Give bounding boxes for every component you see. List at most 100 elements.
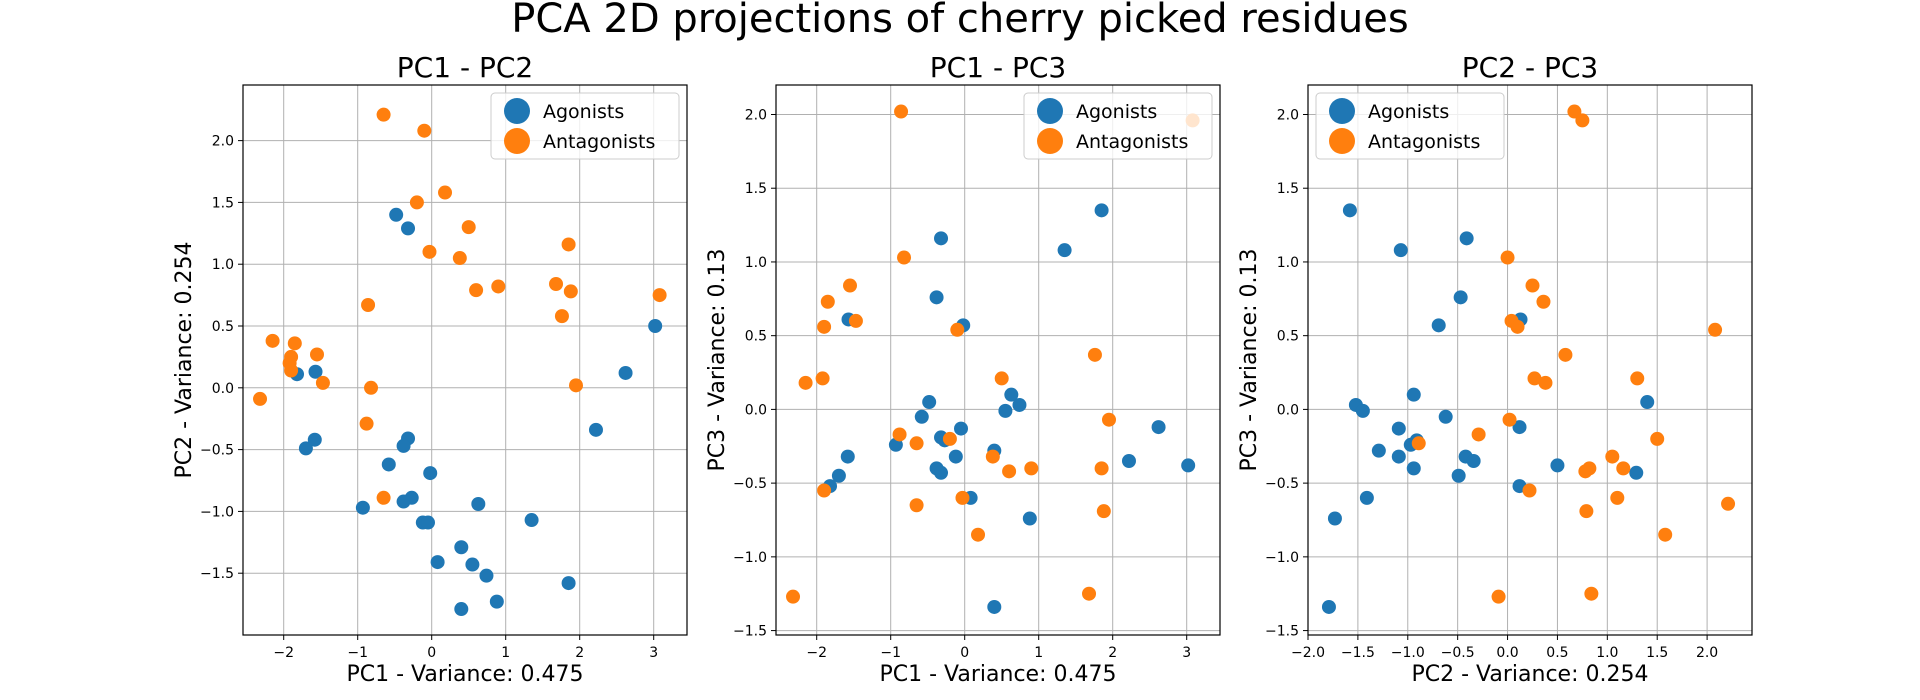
antagonists-point [1411,436,1426,451]
antagonists-point [909,436,924,451]
antagonists-point [1094,461,1109,476]
x-tick-label: 0 [427,645,436,661]
x-tick-label: −1.5 [1341,645,1375,661]
legend-label: Antagonists [1368,131,1480,153]
legend: Agonists Antagonists [1315,92,1505,160]
agonists-point [1406,387,1421,402]
agonists-point [454,540,469,555]
x-tick-label: 0.0 [1496,645,1518,661]
antagonists-point [652,288,667,303]
agonists-point [831,468,846,483]
antagonists-point [1102,412,1116,427]
points-layer [1321,104,1736,614]
agonists-point [1342,203,1357,218]
y-axis-label: PC2 - Variance: 0.254 [172,242,197,479]
antagonists-point [1500,250,1515,265]
y-tick-label: 0.0 [1277,402,1299,418]
antagonists-point [994,371,1009,386]
legend-marker [504,128,530,154]
agonists-point [588,422,603,437]
agonists-point [934,465,949,480]
antagonists-point [1658,527,1673,542]
agonists-point [840,449,855,464]
x-tick-label: −1 [880,645,901,661]
x-tick-label: 2 [1108,645,1117,661]
agonists-point [934,231,949,246]
x-tick-label: 2 [575,645,584,661]
antagonists-point [361,298,376,312]
antagonists-point [1471,427,1486,442]
y-tick-label: 0.5 [1277,329,1299,345]
agonists-point [421,515,435,530]
agonists-point [1371,443,1386,458]
y-tick-label: −1.5 [733,624,767,640]
figure-title: PCA 2D projections of cherry picked resi… [511,0,1408,42]
x-tick-label: −1.0 [1391,645,1425,661]
antagonists-point [376,490,391,505]
points-layer [786,104,1200,614]
agonists-point [1181,458,1196,473]
x-tick-label: −0.5 [1441,645,1475,661]
antagonists-point [892,427,907,442]
agonists-point [355,500,370,515]
antagonists-point [452,251,467,266]
antagonists-point [310,347,324,362]
antagonists-point [364,380,379,395]
subplot-title: PC1 - PC3 [930,51,1066,84]
subplot-pc1-pc2: −2 −1 0 1 2 3 −1.5 −1.0 −0.5 0.0 0.5 1.0 1.5 2.0 PC1 -… [172,51,688,687]
y-tick-label: 2.0 [745,107,767,123]
subplot-title: PC2 - PC3 [1462,51,1598,84]
agonists-point [948,449,963,464]
antagonists-point [1510,319,1525,334]
agonists-point [1406,461,1421,476]
antagonists-point [1087,347,1102,362]
y-tick-label: 1.5 [745,181,767,197]
antagonists-point [1491,589,1506,604]
antagonists-point [1502,412,1517,427]
antagonists-point [284,363,299,378]
antagonists-point [1024,461,1039,476]
antagonists-point [942,431,957,446]
agonists-point [1057,243,1072,258]
antagonists-point [417,123,432,138]
legend-box [490,92,680,160]
antagonists-point [561,237,576,252]
agonists-point [479,568,494,583]
antagonists-point [554,309,569,324]
antagonists-point [955,490,970,505]
y-tick-label: −1.0 [200,504,234,520]
y-tick-label: 2.0 [1277,107,1299,123]
subplot-title: PC1 - PC2 [397,51,533,84]
antagonists-point [461,220,476,235]
x-tick-label: 1 [1034,645,1043,661]
agonists-point [1359,490,1374,505]
y-tick-label: 1.0 [745,255,767,271]
x-axis-label: PC1 - Variance: 0.475 [347,662,584,687]
agonists-point [465,557,480,572]
legend-marker [504,98,530,124]
legend-label: Antagonists [1076,131,1188,153]
agonists-point [1438,409,1453,424]
legend-box [1315,92,1505,160]
y-tick-label: −0.5 [1265,476,1299,492]
plot-frame [242,84,688,636]
agonists-point [914,409,929,424]
legend-marker [1329,98,1355,124]
antagonists-point [359,416,374,431]
plot-frame [1307,84,1753,636]
agonists-point [922,395,937,410]
x-tick-label: −2.0 [1291,645,1325,661]
agonists-point [1391,421,1406,436]
agonists-point [1094,203,1109,218]
y-axis-label: PC3 - Variance: 0.13 [705,249,730,472]
legend-label: Agonists [1076,101,1157,123]
antagonists-point [909,498,924,513]
agonists-point [308,364,323,379]
legend-label: Antagonists [543,131,655,153]
y-tick-label: −0.5 [733,476,767,492]
antagonists-point [1096,504,1111,519]
agonists-point [454,602,469,617]
antagonists-point [815,371,830,386]
agonists-point [1004,387,1019,402]
x-tick-label: 0 [960,645,969,661]
